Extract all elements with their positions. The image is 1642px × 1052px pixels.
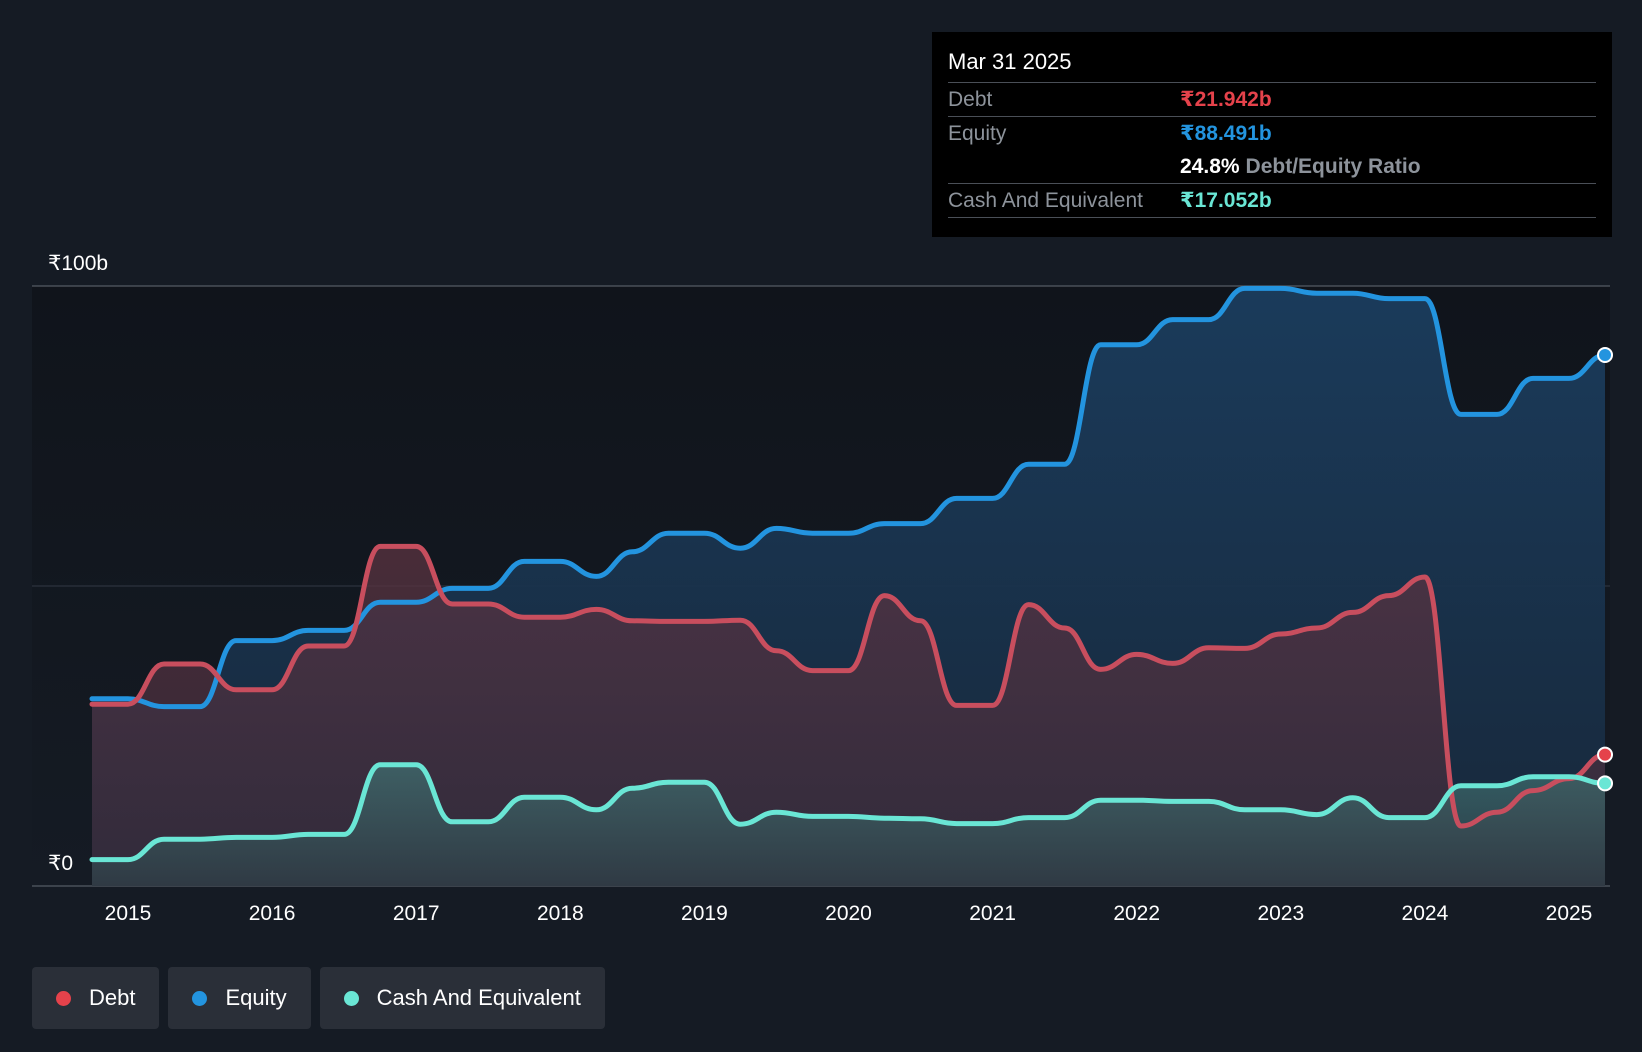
tooltip-date: Mar 31 2025 <box>948 46 1596 83</box>
tooltip-ratio-label: Debt/Equity Ratio <box>1245 155 1421 178</box>
cash-end-marker <box>1597 775 1614 792</box>
debt-area <box>92 546 1605 886</box>
x-tick-label: 2016 <box>249 902 296 925</box>
tooltip-ratio-row: 24.8% Debt/Equity Ratio <box>948 150 1596 184</box>
tooltip-ratio-value: 24.8% <box>1180 155 1240 178</box>
tooltip-debt-row: Debt ₹21.942b <box>948 83 1596 117</box>
tooltip-cash-label: Cash And Equivalent <box>948 189 1143 212</box>
x-tick-label: 2019 <box>681 902 728 925</box>
debt-end-marker <box>1597 746 1614 763</box>
tooltip-ratio-spacer <box>948 150 1180 183</box>
cash-line <box>89 762 1608 863</box>
y-tick-label-max: ₹100b <box>48 252 108 275</box>
legend: Debt Equity Cash And Equivalent <box>32 967 614 1029</box>
legend-item-cash[interactable]: Cash And Equivalent <box>319 967 605 1029</box>
x-tick-label: 2021 <box>969 902 1016 925</box>
cash-dot-icon <box>343 990 359 1006</box>
x-tick-label: 2018 <box>537 902 584 925</box>
equity-line <box>89 285 1608 710</box>
tooltip-debt-label: Debt <box>948 88 993 111</box>
x-tick-label: 2015 <box>105 902 152 925</box>
legend-item-debt[interactable]: Debt <box>32 967 160 1029</box>
tooltip-debt-value: ₹21.942b <box>1180 88 1272 111</box>
debt-line <box>89 543 1608 829</box>
legend-label-cash: Cash And Equivalent <box>376 985 581 1010</box>
x-tick-label: 2024 <box>1402 902 1449 925</box>
x-tick-label: 2020 <box>825 902 872 925</box>
x-tick-label: 2017 <box>393 902 440 925</box>
x-tick-label: 2022 <box>1113 902 1160 925</box>
tooltip-panel: Mar 31 2025 Debt ₹21.942b Equity ₹88.491… <box>932 32 1612 237</box>
x-tick-label: 2025 <box>1546 902 1593 925</box>
legend-label-equity: Equity <box>225 985 287 1010</box>
legend-label-debt: Debt <box>89 985 136 1010</box>
tooltip-cash-value: ₹17.052b <box>1180 189 1272 212</box>
equity-dot-icon <box>192 990 208 1006</box>
equity-end-marker <box>1597 347 1614 363</box>
tooltip-cash-row: Cash And Equivalent ₹17.052b <box>948 184 1596 218</box>
x-tick-label: 2023 <box>1257 902 1304 925</box>
tooltip-equity-value: ₹88.491b <box>1180 122 1272 145</box>
cash-area <box>92 764 1605 886</box>
tooltip-equity-row: Equity ₹88.491b <box>948 117 1596 150</box>
debt-dot-icon <box>56 990 71 1006</box>
legend-item-equity[interactable]: Equity <box>168 967 311 1029</box>
tooltip-equity-label: Equity <box>948 122 1007 145</box>
y-tick-label-zero: ₹0 <box>48 852 73 875</box>
